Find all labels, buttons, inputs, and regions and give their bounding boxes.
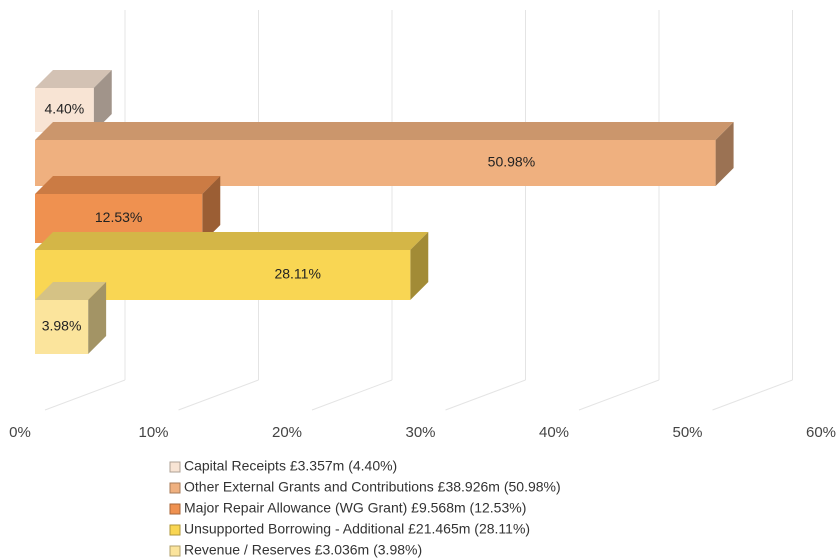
- floor-grid-line: [178, 379, 259, 411]
- bar: [35, 300, 89, 354]
- bar-side: [93, 70, 112, 132]
- x-tick-label: 40%: [539, 424, 569, 441]
- floor-grid-line: [445, 379, 526, 411]
- bar-side: [715, 122, 734, 186]
- legend-swatch: [169, 503, 181, 515]
- bar-value-label: 12.53%: [95, 209, 142, 225]
- legend-swatch: [169, 545, 181, 557]
- floor-grid-line: [712, 379, 793, 411]
- legend-label: Unsupported Borrowing - Additional £21.4…: [184, 521, 530, 537]
- floor-grid-line: [311, 379, 393, 411]
- floor-grid-line: [578, 379, 660, 411]
- x-tick-label: 0%: [9, 424, 31, 441]
- x-tick-label: 30%: [405, 424, 435, 441]
- legend-swatch: [169, 482, 181, 494]
- bar-side: [410, 232, 429, 300]
- floor-grid-line: [44, 379, 126, 411]
- bar-top: [35, 176, 221, 194]
- legend-swatch: [169, 524, 181, 536]
- x-tick-label: 10%: [138, 424, 168, 441]
- bar-top: [35, 282, 107, 300]
- legend-swatch: [169, 461, 181, 473]
- x-tick-label: 60%: [806, 424, 836, 441]
- x-tick-label: 20%: [272, 424, 302, 441]
- bar-value-label: 28.11%: [274, 266, 320, 282]
- bar-top: [35, 122, 734, 140]
- bar-value-label: 50.98%: [488, 154, 535, 170]
- bar-side: [88, 282, 107, 354]
- legend-label: Revenue / Reserves £3.036m (3.98%): [184, 542, 422, 558]
- legend-label: Capital Receipts £3.357m (4.40%): [184, 458, 397, 474]
- bar-value-label: 4.40%: [45, 101, 85, 117]
- bar-side: [202, 176, 221, 243]
- bar-top: [35, 70, 112, 88]
- bar-top: [35, 232, 429, 250]
- bar-value-label: 3.98%: [42, 318, 82, 334]
- legend-label: Major Repair Allowance (WG Grant) £9.568…: [184, 500, 526, 516]
- legend-label: Other External Grants and Contributions …: [184, 479, 561, 495]
- x-tick-label: 50%: [672, 424, 702, 441]
